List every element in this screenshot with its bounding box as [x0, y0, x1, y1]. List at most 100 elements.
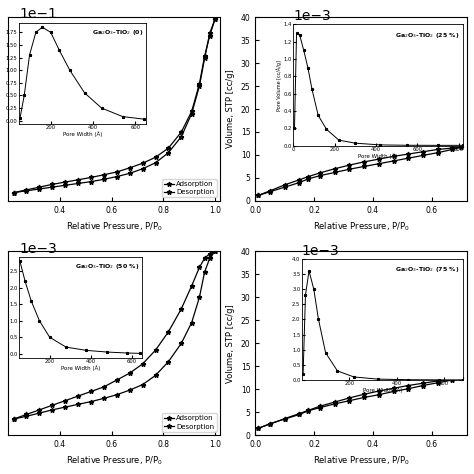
Adsorption: [449, 377, 455, 383]
Adsorption: [267, 421, 273, 427]
Desorption: [101, 395, 107, 401]
Desorption: [297, 177, 302, 182]
Desorption: [255, 425, 261, 431]
Desorption: [127, 387, 133, 393]
Adsorption: [267, 189, 273, 194]
Adsorption: [435, 380, 440, 386]
Desorption: [420, 149, 426, 155]
Desorption: [267, 188, 273, 194]
Adsorption: [24, 411, 29, 417]
Desorption: [449, 376, 455, 382]
Desorption: [75, 177, 81, 182]
Adsorption: [458, 375, 464, 381]
Adsorption: [36, 407, 42, 413]
Desorption: [317, 170, 323, 176]
Desorption: [62, 404, 68, 410]
Legend: Adsorption, Desorption: Adsorption, Desorption: [162, 413, 217, 432]
Desorption: [114, 392, 119, 398]
Desorption: [420, 380, 426, 386]
Adsorption: [449, 146, 455, 152]
Adsorption: [127, 370, 133, 376]
Adsorption: [317, 405, 323, 410]
Desorption: [376, 388, 382, 394]
Desorption: [179, 129, 184, 135]
Desorption: [24, 187, 29, 193]
Y-axis label: Volume, STP [cc/g]: Volume, STP [cc/g]: [226, 304, 235, 383]
Adsorption: [179, 134, 184, 139]
Desorption: [212, 17, 218, 22]
Desorption: [202, 269, 208, 275]
Adsorption: [458, 144, 464, 150]
Adsorption: [255, 192, 261, 198]
Desorption: [458, 144, 464, 150]
Line: Adsorption: Adsorption: [11, 17, 218, 195]
Desorption: [282, 416, 288, 421]
Desorption: [435, 378, 440, 384]
Adsorption: [317, 173, 323, 179]
Adsorption: [255, 425, 261, 431]
Desorption: [114, 169, 119, 175]
Desorption: [49, 182, 55, 187]
Adsorption: [114, 377, 119, 383]
Line: Adsorption: Adsorption: [256, 376, 464, 431]
Adsorption: [11, 416, 17, 422]
Desorption: [376, 156, 382, 162]
X-axis label: Relative Pressure, P/P$_0$: Relative Pressure, P/P$_0$: [313, 220, 410, 233]
Adsorption: [75, 393, 81, 399]
Adsorption: [140, 361, 146, 367]
Line: Adsorption: Adsorption: [11, 249, 218, 421]
Adsorption: [11, 190, 17, 195]
Adsorption: [391, 158, 396, 164]
Adsorption: [202, 255, 208, 261]
Adsorption: [114, 174, 119, 180]
Adsorption: [88, 389, 94, 394]
Desorption: [332, 399, 337, 405]
Desorption: [346, 162, 352, 168]
Adsorption: [75, 181, 81, 186]
Adsorption: [207, 30, 213, 36]
Desorption: [332, 166, 337, 172]
Adsorption: [101, 384, 107, 390]
Desorption: [88, 399, 94, 404]
X-axis label: Relative Pressure, P/P$_0$: Relative Pressure, P/P$_0$: [66, 220, 163, 233]
Desorption: [36, 410, 42, 416]
Desorption: [101, 172, 107, 178]
Desorption: [197, 294, 202, 300]
Adsorption: [305, 176, 311, 182]
Adsorption: [197, 83, 202, 89]
Y-axis label: Volume, STP [cc/g]: Volume, STP [cc/g]: [226, 70, 235, 148]
Adsorption: [202, 55, 208, 61]
Adsorption: [62, 398, 68, 403]
Adsorption: [297, 411, 302, 417]
Desorption: [75, 401, 81, 407]
Desorption: [179, 340, 184, 346]
Desorption: [391, 385, 396, 391]
Desorption: [317, 403, 323, 409]
Desorption: [405, 151, 411, 157]
Desorption: [391, 154, 396, 159]
Desorption: [189, 109, 194, 114]
X-axis label: Relative Pressure, P/P$_0$: Relative Pressure, P/P$_0$: [313, 455, 410, 467]
Adsorption: [207, 251, 213, 256]
Adsorption: [101, 176, 107, 182]
Adsorption: [212, 17, 218, 22]
Desorption: [346, 395, 352, 401]
Line: Desorption: Desorption: [11, 249, 218, 421]
Adsorption: [420, 153, 426, 158]
Adsorption: [405, 386, 411, 392]
Desorption: [305, 408, 311, 413]
Desorption: [297, 410, 302, 416]
Adsorption: [346, 166, 352, 172]
Desorption: [140, 160, 146, 166]
Adsorption: [140, 166, 146, 172]
Desorption: [127, 165, 133, 171]
Adsorption: [332, 170, 337, 175]
Desorption: [140, 382, 146, 387]
Adsorption: [62, 182, 68, 188]
Desorption: [153, 155, 158, 160]
Adsorption: [405, 155, 411, 161]
Adsorption: [332, 401, 337, 407]
Desorption: [458, 375, 464, 381]
Adsorption: [361, 395, 367, 401]
Adsorption: [391, 389, 396, 394]
